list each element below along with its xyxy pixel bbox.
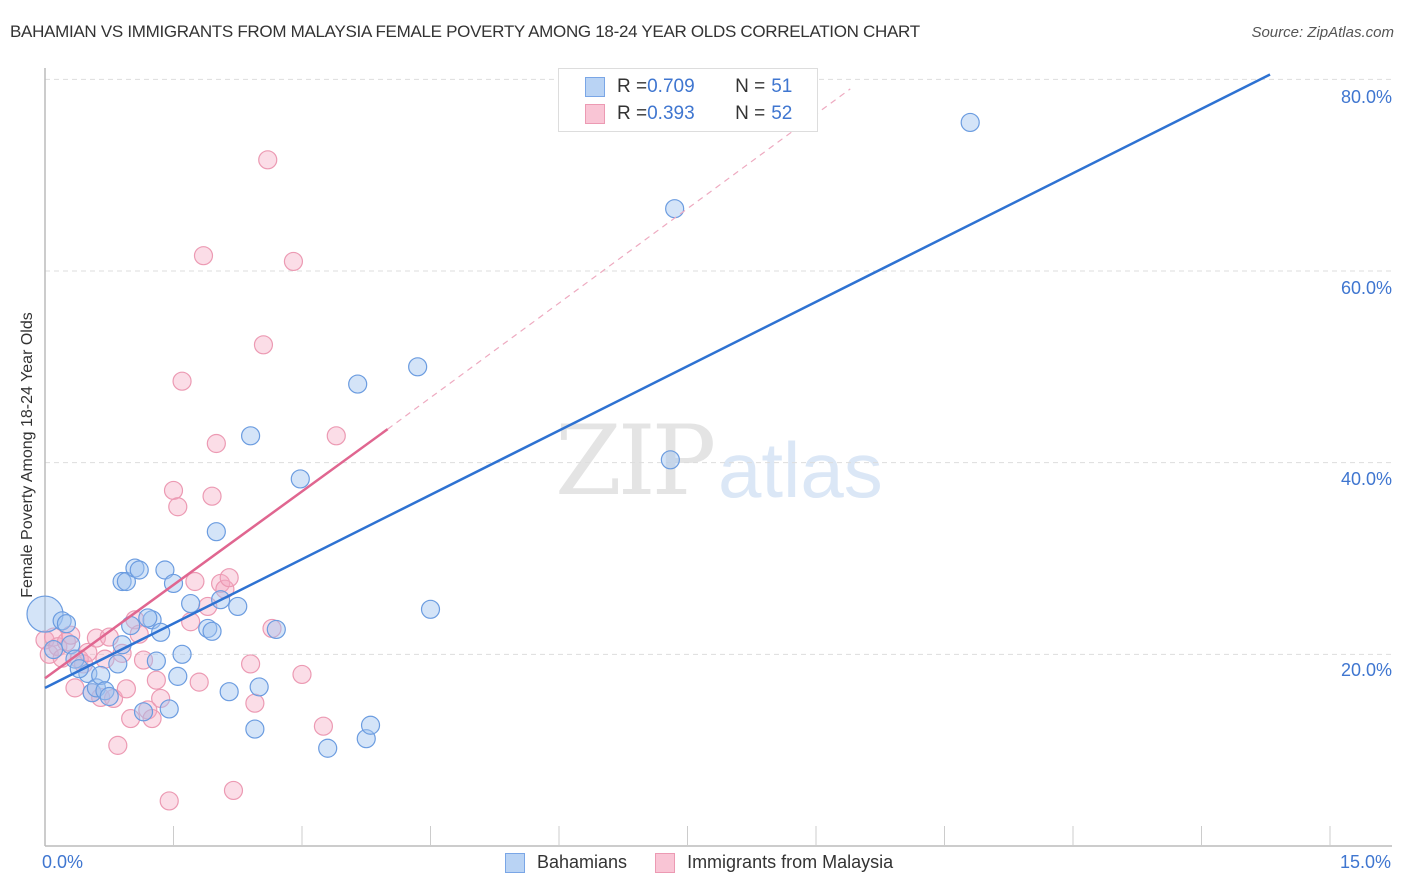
bahamians-point — [660, 450, 680, 470]
bahamians-point — [206, 522, 226, 542]
axes — [44, 68, 1392, 847]
bahamians-point — [266, 619, 286, 640]
legend-item-bahamians[interactable]: Bahamians — [505, 852, 627, 873]
malaysia-point — [258, 150, 278, 170]
bahamians-point — [129, 560, 149, 580]
correlation-legend: R = 0.709 N = 51 R = 0.393 N = 52 — [558, 68, 818, 132]
legend-label-malaysia: Immigrants from Malaysia — [687, 852, 894, 872]
bahamians-point — [116, 571, 136, 592]
malaysia-point — [185, 571, 205, 592]
bahamians-point — [155, 560, 175, 580]
bahamians-point — [245, 719, 265, 739]
bahamians-point — [665, 199, 685, 219]
malaysia-point — [313, 716, 334, 736]
x-tick-15: 15.0% — [1340, 852, 1392, 872]
gridlines — [45, 78, 1392, 655]
bahamians-point — [99, 686, 119, 707]
bahamians-point — [138, 608, 158, 628]
trend-lines — [44, 73, 1271, 689]
r-label: R = — [617, 103, 648, 124]
n-value-malaysia: 52 — [771, 103, 793, 124]
bahamians-point — [168, 666, 188, 686]
bahamians-point — [241, 426, 261, 446]
malaysia-point — [159, 791, 179, 811]
n-value-bahamians: 51 — [771, 76, 793, 97]
r-label: R = — [617, 76, 648, 97]
series-bahamians-points — [26, 112, 980, 758]
malaysia-point — [326, 426, 346, 446]
watermark-atlas: atlas — [718, 426, 883, 514]
malaysia-point — [219, 568, 239, 588]
malaysia-point — [65, 678, 85, 698]
malaysia-point — [108, 735, 128, 755]
r-value-malaysia: 0.393 — [647, 103, 695, 124]
malaysia-point — [253, 335, 274, 355]
malaysia-point — [245, 693, 265, 713]
legend-row-malaysia: R = 0.393 N = 52 — [585, 102, 792, 126]
y-tick-40: 40.0% — [1340, 469, 1392, 489]
bahamians-point — [133, 702, 154, 722]
bahamians-point — [108, 654, 128, 674]
malaysia-point — [189, 672, 209, 692]
n-label: N = — [735, 76, 766, 97]
malaysia-point — [202, 486, 222, 506]
bahamians-swatch — [585, 77, 605, 97]
malaysia-trend-extension — [387, 88, 851, 430]
bahamians-point — [960, 112, 980, 133]
bahamians-point — [146, 651, 166, 671]
r-value-bahamians: 0.709 — [647, 76, 695, 97]
bahamians-trend-line — [44, 73, 1271, 689]
malaysia-point — [172, 371, 192, 391]
bahamians-point — [181, 593, 201, 614]
bahamians-point — [172, 644, 192, 664]
malaysia-point — [146, 670, 166, 690]
bahamians-point — [318, 738, 338, 758]
bahamians-point — [420, 599, 441, 619]
chart-title: BAHAMIAN VS IMMIGRANTS FROM MALAYSIA FEM… — [10, 22, 920, 41]
legend-label-bahamians: Bahamians — [537, 852, 628, 872]
malaysia-trend-line — [44, 428, 389, 680]
source-label: Source: ZipAtlas.com — [1251, 24, 1394, 41]
bahamians-point — [360, 715, 381, 735]
malaysia-point — [241, 654, 261, 674]
malaysia-point — [168, 497, 188, 517]
legend-row-bahamians: R = 0.709 N = 51 — [585, 75, 792, 99]
malaysia-point — [223, 780, 244, 801]
bahamians-point — [202, 621, 222, 641]
bahamians-point — [56, 614, 77, 634]
malaysia-point — [116, 679, 136, 699]
watermark-zip: ZIP — [555, 405, 716, 517]
malaysia-point — [292, 664, 312, 685]
malaysia-swatch — [585, 104, 605, 124]
y-tick-80: 80.0% — [1340, 87, 1392, 107]
legend-item-malaysia[interactable]: Immigrants from Malaysia — [655, 852, 893, 873]
x-tick-0: 0.0% — [42, 852, 84, 872]
series-legend: Bahamians Immigrants from Malaysia — [505, 852, 921, 873]
malaysia-point — [283, 251, 304, 272]
bahamians-point — [43, 639, 64, 660]
malaysia-swatch — [655, 852, 676, 873]
malaysia-point — [193, 246, 214, 266]
y-tick-60: 60.0% — [1340, 278, 1392, 298]
bahamians-point — [219, 682, 239, 702]
malaysia-point — [206, 433, 226, 454]
bahamians-point — [159, 699, 179, 719]
bahamians-point — [290, 469, 310, 489]
n-label: N = — [735, 103, 766, 124]
bahamians-point — [348, 374, 368, 394]
bahamians-swatch — [505, 852, 525, 873]
malaysia-point — [163, 480, 184, 501]
bahamians-point — [408, 357, 428, 377]
bahamians-point — [112, 571, 132, 592]
bahamians-point — [91, 665, 111, 686]
y-tick-20: 20.0% — [1340, 660, 1392, 680]
series-malaysia-points — [35, 150, 346, 811]
bahamians-point — [228, 596, 248, 617]
bahamians-point — [249, 677, 269, 697]
